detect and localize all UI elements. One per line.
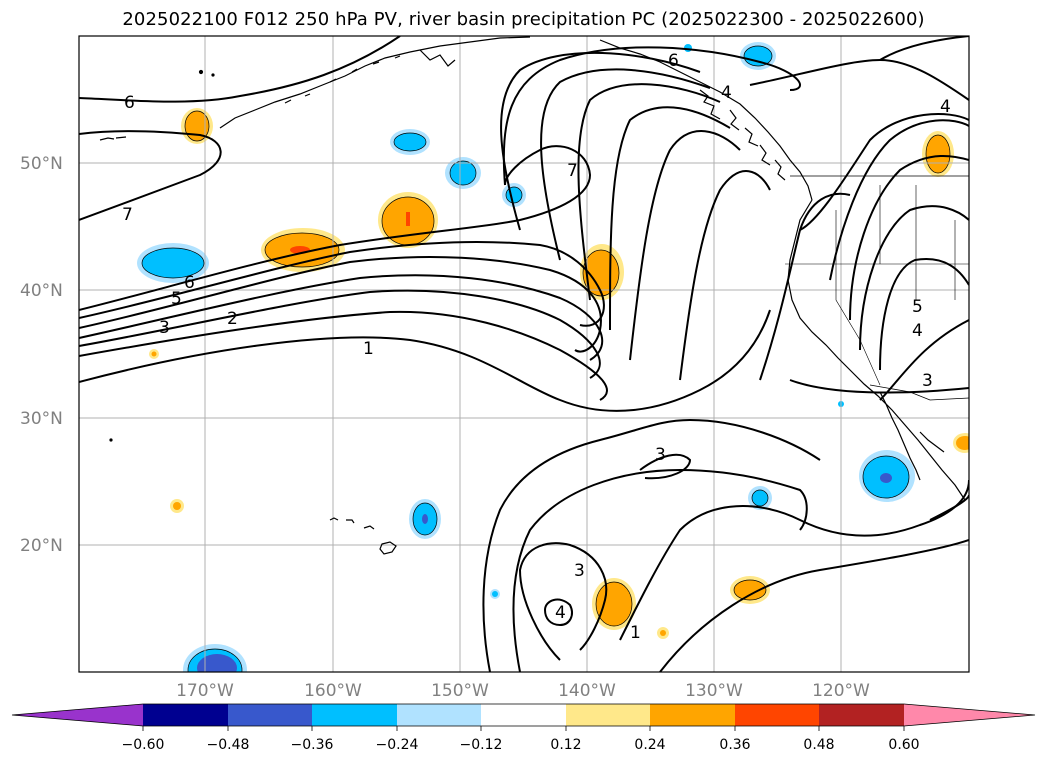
- lon-label: 140°W: [558, 681, 616, 701]
- lon-label: 160°W: [304, 681, 362, 701]
- positive-anomaly-blob: [592, 578, 636, 630]
- colorbar-tick: 0.36: [719, 737, 750, 753]
- positive-anomaly-blob: [953, 433, 969, 453]
- negative-anomaly-blob: [137, 243, 209, 283]
- map-frame: [78, 35, 970, 673]
- negative-anomaly-blob: [409, 499, 441, 539]
- contour-label: 2: [227, 309, 238, 329]
- contour-label: 3: [159, 318, 170, 338]
- negative-anomaly-blob: [445, 157, 481, 189]
- colorbar-segment: [312, 704, 397, 726]
- colorbar-segment: [481, 704, 566, 726]
- colorbar-tick: −0.60: [122, 737, 165, 753]
- lon-label: 150°W: [431, 681, 489, 701]
- colorbar-tick: 0.60: [888, 737, 919, 753]
- lat-label: 30°N: [20, 409, 63, 429]
- graticule: [79, 36, 969, 672]
- colorbar-tick: −0.48: [207, 737, 250, 753]
- colorbar-segment: [228, 704, 312, 726]
- contour-label: 5: [171, 289, 182, 309]
- contour-label: 7: [122, 205, 133, 225]
- contour-label: 7: [567, 161, 578, 181]
- negative-anomaly-blob: [859, 450, 915, 502]
- colorbar-segment: [650, 704, 735, 726]
- precip-shading: [137, 42, 969, 672]
- positive-anomaly-blob: [730, 576, 770, 604]
- contour-label: 4: [940, 97, 951, 117]
- lon-label: 120°W: [812, 681, 870, 701]
- contour-label: 1: [630, 623, 641, 643]
- contour-label: 3: [922, 371, 933, 391]
- contour-label: 1: [363, 339, 374, 359]
- lat-label: 40°N: [20, 281, 63, 301]
- contour-label: 3: [655, 445, 666, 465]
- colorbar-tick: 0.48: [803, 737, 834, 753]
- negative-anomaly-blob: [502, 183, 526, 207]
- colorbar-tick: 0.24: [634, 737, 665, 753]
- lat-label: 20°N: [20, 536, 63, 556]
- map-frame-bg: [79, 36, 969, 672]
- lon-label: 130°W: [685, 681, 743, 701]
- pv-contours: [79, 36, 969, 672]
- colorbar-tick: −0.36: [291, 737, 334, 753]
- contour-label: 5: [912, 297, 923, 317]
- positive-anomaly-blob: [922, 131, 954, 177]
- colorbar-extend-high: [904, 704, 1035, 726]
- contour-label: 6: [124, 93, 135, 113]
- contour-label: 4: [721, 83, 732, 103]
- contour-label: 3: [574, 561, 585, 581]
- colorbar-segment: [566, 704, 650, 726]
- positive-anomaly-blob: [181, 108, 213, 144]
- contour-label: 4: [912, 321, 923, 341]
- colorbar-tick: −0.24: [376, 737, 419, 753]
- negative-anomaly-blob: [748, 486, 772, 510]
- pv-contour-labels: 6 7 6 5 3 2 1 7 4 4 3 3 4 1 5 4 3 6: [122, 51, 951, 643]
- contour-label: 6: [668, 51, 679, 71]
- colorbar-extend-low: [12, 704, 143, 726]
- colorbar-segment: [143, 704, 228, 726]
- contour-label: 4: [555, 603, 566, 623]
- colorbar-tick: −0.12: [460, 737, 503, 753]
- negative-anomaly-blob: [183, 644, 247, 672]
- contour-label: 6: [184, 273, 195, 293]
- latitude-labels: 50°N 40°N 30°N 20°N: [20, 154, 63, 556]
- negative-anomaly-blob: [390, 129, 430, 155]
- positive-anomaly-blob: [378, 192, 438, 248]
- colorbar-tick: 0.12: [550, 737, 581, 753]
- lat-label: 50°N: [20, 154, 63, 174]
- longitude-labels: 170°W 160°W 150°W 140°W 130°W 120°W: [176, 681, 870, 701]
- colorbar-segment: [735, 704, 819, 726]
- colorbar-segment: [397, 704, 481, 726]
- colorbar-segment: [819, 704, 904, 726]
- colorbar: −0.60 −0.48 −0.36 −0.24 −0.12 0.12 0.24 …: [11, 703, 1036, 753]
- map-title: 2025022100 F012 250 hPa PV, river basin …: [122, 9, 925, 30]
- lon-label: 170°W: [176, 681, 234, 701]
